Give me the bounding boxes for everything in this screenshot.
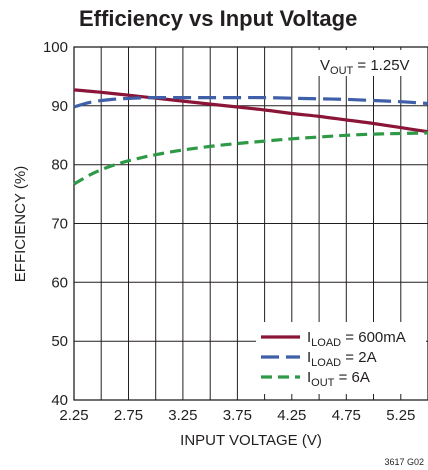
x-tick-label: 5.25 (386, 407, 415, 424)
x-tick-label: 3.25 (168, 407, 197, 424)
chart-title: Efficiency vs Input Voltage (79, 6, 357, 31)
x-axis-label: INPUT VOLTAGE (V) (180, 432, 322, 449)
y-tick-label: 100 (43, 39, 68, 56)
vout-annotation: VOUT = 1.25V (320, 57, 410, 77)
series-line-2a (73, 95, 428, 109)
y-axis-ticks: 40 50 60 70 80 90 100 (43, 39, 68, 409)
x-tick-label: 4.75 (332, 407, 361, 424)
x-tick-label: 2.25 (59, 407, 88, 424)
x-tick-label: 4.25 (277, 407, 306, 424)
annotation-background (316, 50, 426, 76)
y-tick-label: 40 (51, 392, 68, 409)
series-line-6a (73, 131, 428, 186)
legend-label: ILOAD = 600mA (307, 329, 406, 349)
series-line-600ma (73, 88, 428, 134)
legend-label: ILOAD = 2A (307, 349, 377, 369)
y-tick-label: 50 (51, 333, 68, 350)
legend-label: IOUT = 6A (307, 369, 370, 389)
x-tick-label: 3.75 (223, 407, 252, 424)
x-axis-ticks: 2.25 2.75 3.25 3.75 4.25 4.75 5.25 (59, 407, 415, 424)
y-tick-label: 60 (51, 274, 68, 291)
series-lines (73, 88, 428, 186)
legend-background (256, 322, 426, 394)
plot-frame (73, 46, 428, 401)
y-tick-label: 70 (51, 216, 68, 233)
y-tick-label: 90 (51, 98, 68, 115)
x-tick-label: 2.75 (114, 407, 143, 424)
y-axis-label: EFFICIENCY (%) (12, 166, 29, 282)
figure-code: 3617 G02 (384, 457, 424, 467)
y-tick-label: 80 (51, 157, 68, 174)
